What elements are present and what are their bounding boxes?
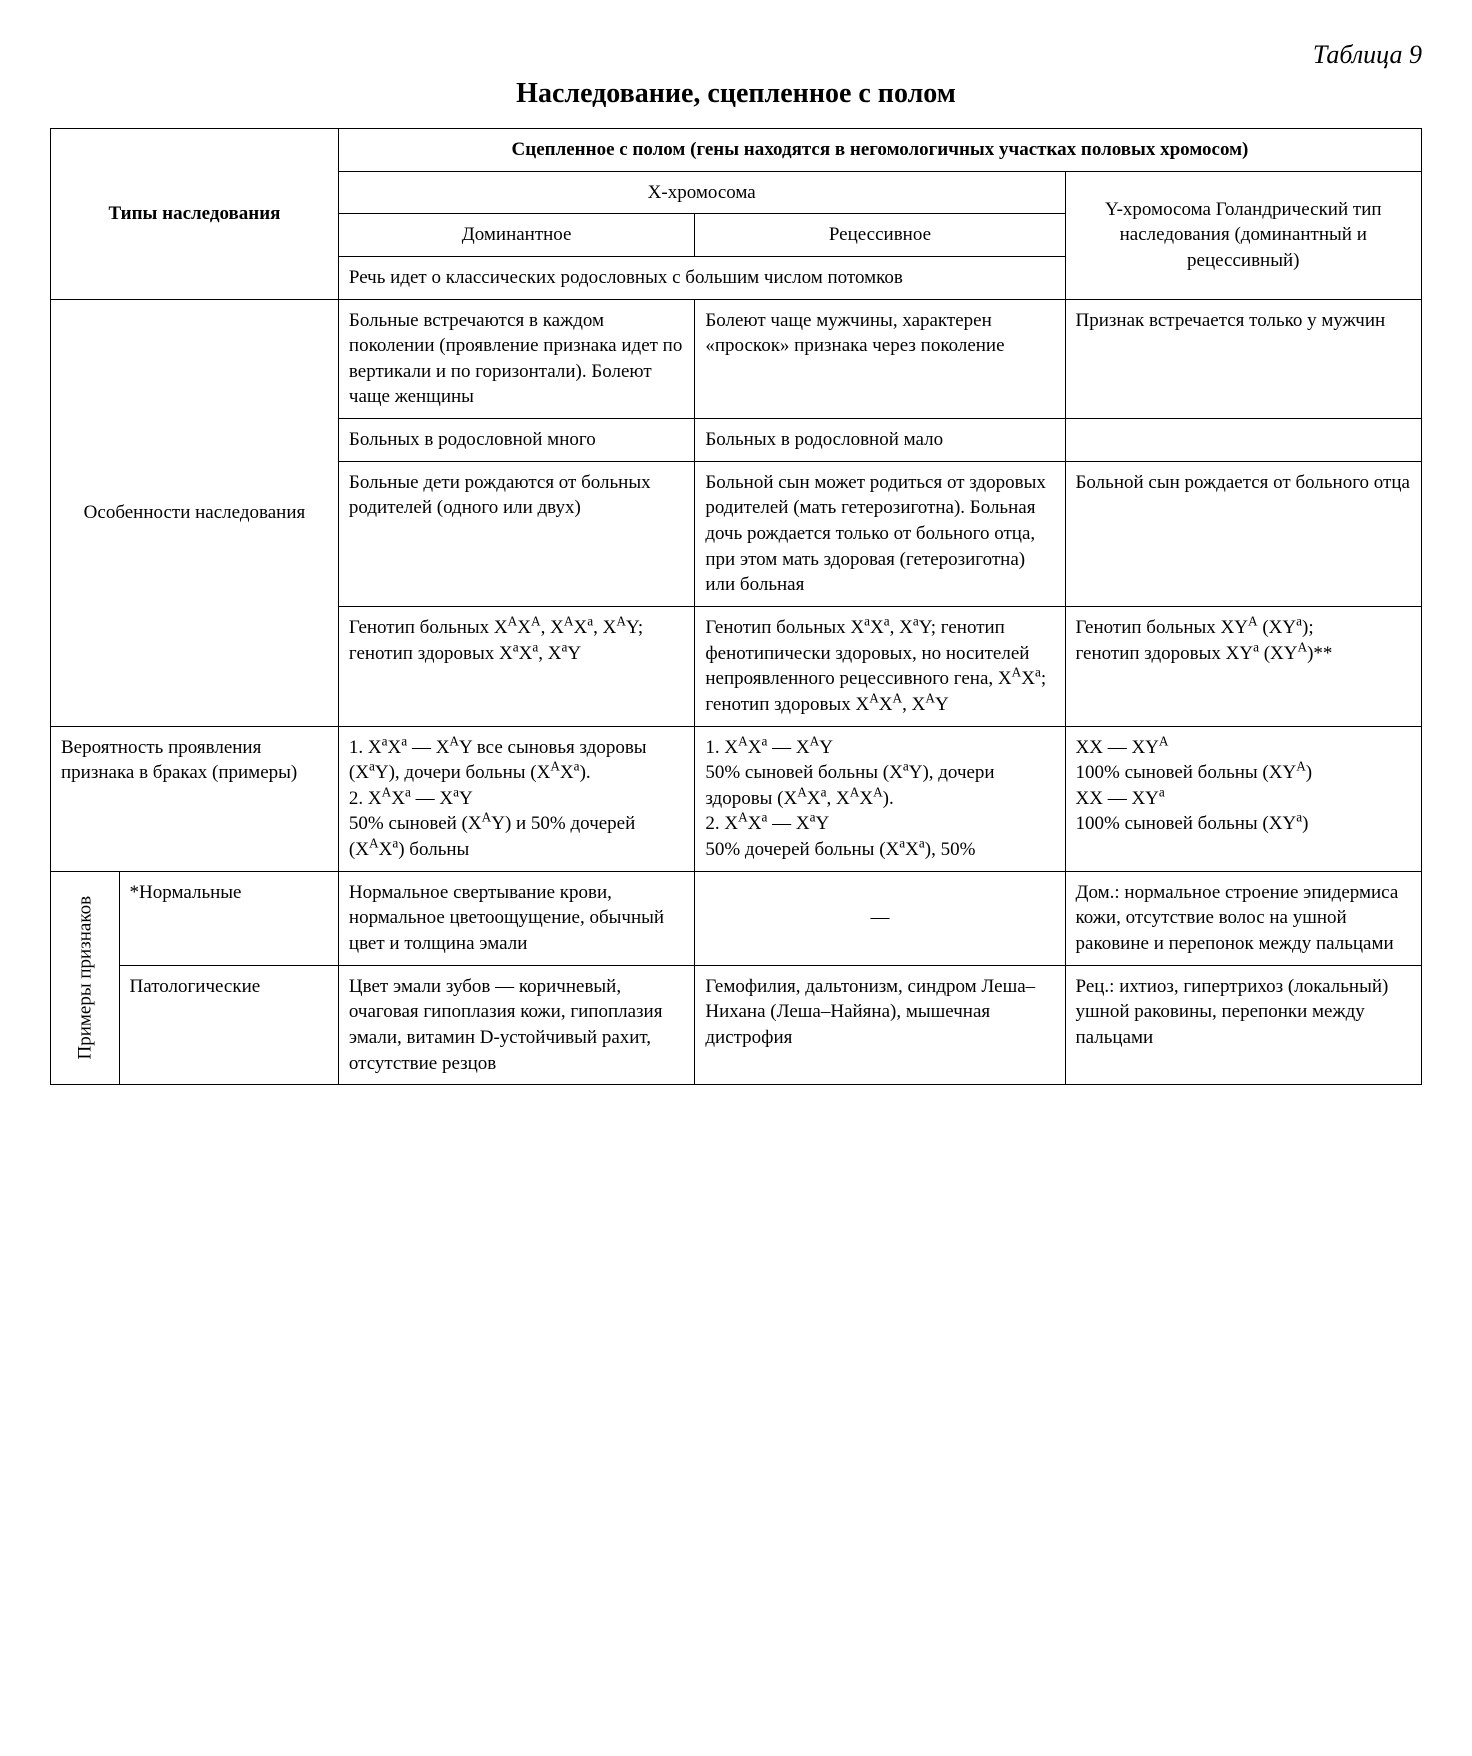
cell: Генотип больных XYA (XYa);генотип здоров… <box>1065 606 1421 726</box>
table-row: Типы наследования Сцепленное с полом (ге… <box>51 129 1422 172</box>
cell: 1. XAXa — XAY50% сыновей больны (XaY), д… <box>695 726 1065 871</box>
cell: Признак встречается только у мужчин <box>1065 299 1421 419</box>
cell: Нормальное свертывание крови, нормальное… <box>338 871 694 965</box>
cell <box>1065 419 1421 462</box>
header-sex-linked: Сцепленное с полом (гены находятся в нег… <box>338 129 1421 172</box>
row-probability-label: Вероятность проявления признака в браках… <box>51 726 339 871</box>
row-features-label: Особенности наследования <box>51 299 339 726</box>
cell: Цвет эмали зубов — коричневый, очаговая … <box>338 965 694 1085</box>
table-row: Патологические Цвет эмали зубов — коричн… <box>51 965 1422 1085</box>
cell: XX — XYA100% сыновей больны (XYA)XX — XY… <box>1065 726 1421 871</box>
cell: Больной сын может родиться от здоровых р… <box>695 461 1065 606</box>
header-dominant: Доминантное <box>338 214 694 257</box>
cell: Больной сын рождается от больного отца <box>1065 461 1421 606</box>
cell: 1. XaXa — XAY все сыновья здоровы (XaY),… <box>338 726 694 871</box>
table-row: Примеры признаков *Нормальные Нормальное… <box>51 871 1422 965</box>
cell: Больные дети рождаются от больных родите… <box>338 461 694 606</box>
header-y-chrom: Y-хромосома Голандрический тип наследова… <box>1065 171 1421 299</box>
cell: — <box>695 871 1065 965</box>
cell: Больных в родословной мало <box>695 419 1065 462</box>
cell: Рец.: ихтиоз, гипертрихоз (локальный) уш… <box>1065 965 1421 1085</box>
table-row: Особенности наследования Больные встреча… <box>51 299 1422 419</box>
table-label: Таблица 9 <box>50 40 1422 70</box>
inheritance-table: Типы наследования Сцепленное с полом (ге… <box>50 128 1422 1085</box>
cell: Больные встречаются в каждом поколении (… <box>338 299 694 419</box>
header-x-chrom: X-хромосома <box>338 171 1065 214</box>
table-row: Вероятность проявления признака в браках… <box>51 726 1422 871</box>
header-note: Речь идет о классических родословных с б… <box>338 256 1065 299</box>
header-types: Типы наследования <box>51 129 339 300</box>
row-examples-vlabel: Примеры признаков <box>51 871 120 1084</box>
row-normal-label: *Нормальные <box>119 871 338 965</box>
page-title: Наследование, сцепленное с полом <box>50 78 1422 110</box>
cell: Дом.: нормальное строение эпидермиса кож… <box>1065 871 1421 965</box>
header-recessive: Рецессивное <box>695 214 1065 257</box>
cell: Больных в родословной много <box>338 419 694 462</box>
row-path-label: Патологические <box>119 965 338 1085</box>
cell: Болеют чаще мужчины, характерен «проскок… <box>695 299 1065 419</box>
cell: Генотип больных XaXa, XaY; генотип фенот… <box>695 606 1065 726</box>
cell: Гемофилия, дальтонизм, синдром Леша–Ниха… <box>695 965 1065 1085</box>
cell: Генотип больных XAXA, XAXa, XAY;генотип … <box>338 606 694 726</box>
